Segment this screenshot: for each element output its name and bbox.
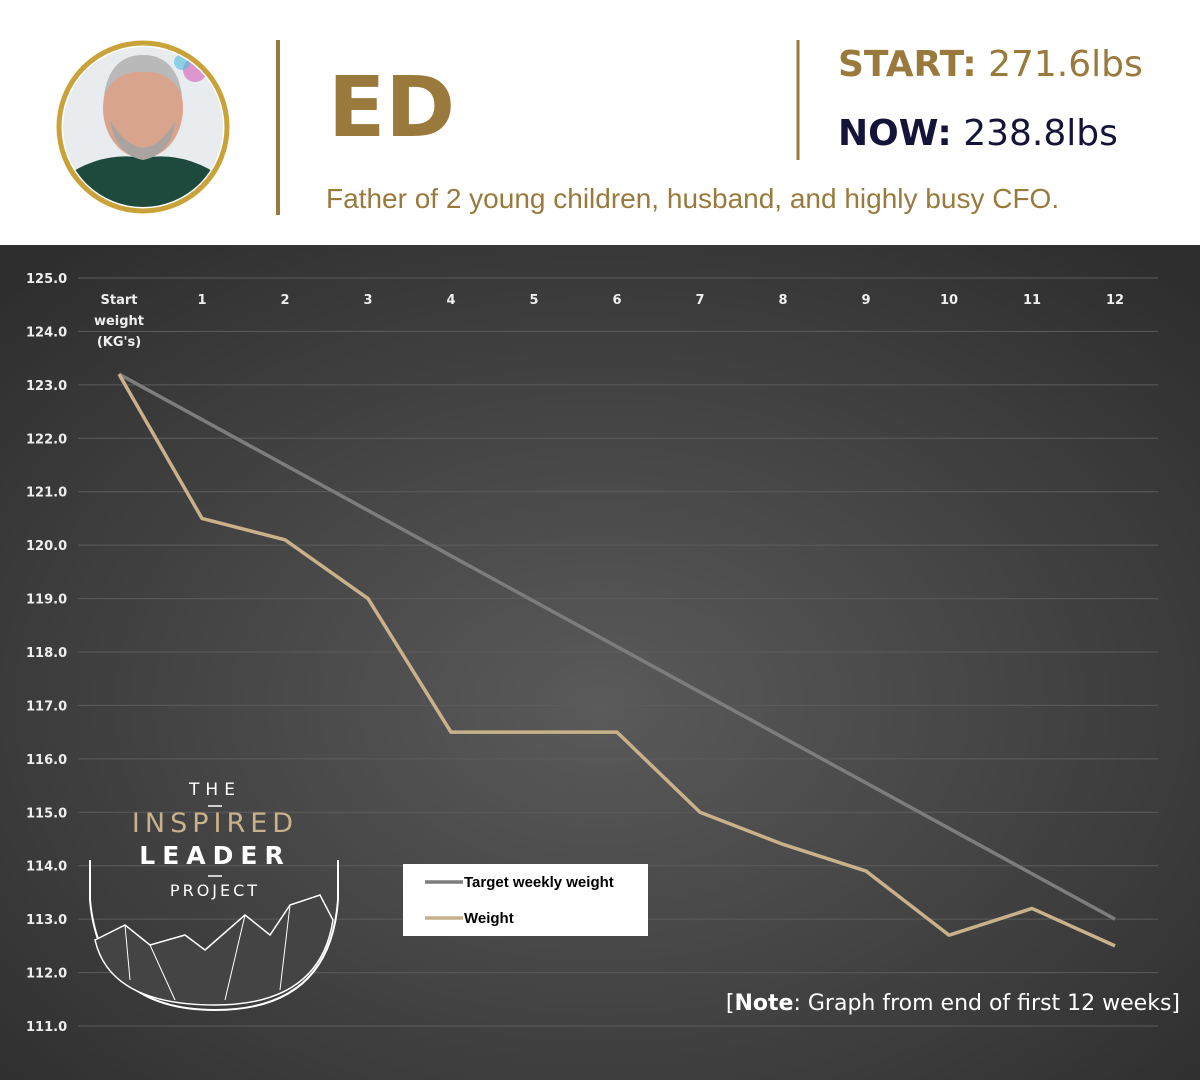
y-tick-label: 113.0: [26, 913, 67, 928]
x-tick-label: 11: [1022, 293, 1042, 308]
y-tick-label: 125.0: [26, 272, 67, 287]
x-tick-label: Start weight (KG's): [93, 293, 145, 350]
logo-text: LEADER: [139, 841, 290, 870]
start: START: 271.6lbs: [838, 44, 1143, 85]
x-tick-label: 8: [778, 293, 788, 308]
legend-label: Target weekly weight: [464, 874, 614, 891]
y-tick-label: 117.0: [26, 699, 67, 714]
legend-label: Weight: [464, 910, 514, 927]
x-tick-label: 10: [939, 293, 959, 308]
y-tick-label: 118.0: [26, 646, 67, 661]
x-tick-label: 5: [529, 293, 539, 308]
note-bracket: [: [726, 991, 735, 1016]
start-value: 271.6lbs: [988, 44, 1143, 85]
note: [Note: Graph from end of first 12 weeks]: [726, 991, 1180, 1016]
series-line: [118, 372, 1116, 921]
description: Father of 2 young children, husband, and…: [326, 183, 1059, 214]
x-tick-label: 7: [695, 293, 705, 308]
now: NOW: 238.8lbs: [838, 113, 1118, 154]
logo-text: THE: [188, 780, 241, 800]
y-tick-label: 123.0: [26, 379, 67, 394]
avatar: [56, 40, 230, 214]
chart-background: [0, 245, 1200, 1080]
logo-text: PROJECT: [170, 881, 260, 900]
x-tick-label: 4: [446, 293, 456, 308]
y-tick-label: 116.0: [26, 753, 67, 768]
logo: THE INSPIRED LEADER PROJECT: [89, 780, 339, 1012]
x-tick-label: 9: [861, 293, 871, 308]
y-tick-label: 114.0: [26, 860, 67, 875]
series-line: [117, 373, 1116, 948]
y-tick-label: 121.0: [26, 486, 67, 501]
note-text: : Graph from end of first 12 weeks]: [793, 991, 1180, 1016]
y-tick-label: 119.0: [26, 593, 67, 608]
start-label: START:: [838, 44, 977, 85]
legend: [403, 864, 648, 936]
x-tick-label: 12: [1105, 293, 1125, 308]
note-bold: Note: [735, 991, 794, 1016]
y-tick-label: 122.0: [26, 432, 67, 447]
x-tick-label: 1: [197, 293, 207, 308]
y-tick-label: 111.0: [26, 1020, 67, 1035]
name: ED: [328, 58, 455, 156]
y-tick-label: 112.0: [26, 967, 67, 982]
now-label: NOW:: [838, 113, 952, 154]
y-tick-label: 115.0: [26, 806, 67, 821]
now-value: 238.8lbs: [963, 113, 1118, 154]
y-tick-label: 124.0: [26, 325, 67, 340]
logo-text: INSPIRED: [132, 808, 298, 839]
x-tick-label: 6: [612, 293, 622, 308]
x-tick-label: 2: [280, 293, 290, 308]
x-tick-label: 3: [363, 293, 373, 308]
y-tick-label: 120.0: [26, 539, 67, 554]
